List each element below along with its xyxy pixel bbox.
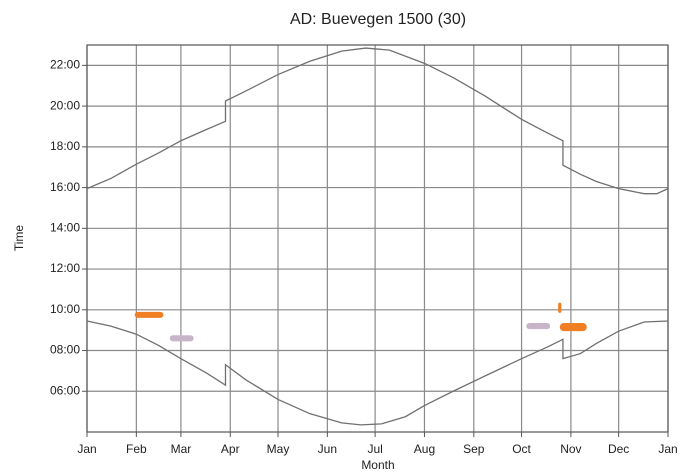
shadow-area bbox=[134, 311, 164, 318]
y-tick-label: 06:00 bbox=[50, 383, 80, 397]
y-tick-label: 10:00 bbox=[50, 302, 80, 316]
y-tick-label: 18:00 bbox=[50, 139, 80, 153]
y-tick-label: 12:00 bbox=[50, 261, 80, 275]
x-tick-label: Aug bbox=[414, 442, 435, 456]
y-tick-label: 16:00 bbox=[50, 180, 80, 194]
shadow-area bbox=[526, 323, 551, 330]
x-tick-label: Jan bbox=[77, 442, 96, 456]
line bbox=[86, 47, 669, 195]
x-tick-label: Nov bbox=[560, 442, 581, 456]
x-tick-label: Apr bbox=[221, 442, 240, 456]
x-tick-label: May bbox=[267, 442, 290, 456]
shadow-area bbox=[559, 323, 587, 332]
x-tick-label: Oct bbox=[512, 442, 531, 456]
line bbox=[86, 320, 669, 426]
y-tick-label: 22:00 bbox=[50, 58, 80, 72]
x-tick-label: Mar bbox=[171, 442, 192, 456]
y-tick-label: 14:00 bbox=[50, 220, 80, 234]
x-tick-label: Sep bbox=[463, 442, 485, 456]
plot-frame bbox=[86, 44, 669, 433]
x-tick-label: Jun bbox=[318, 442, 337, 456]
shadow-area bbox=[169, 335, 194, 342]
y-axis-label: Time bbox=[12, 225, 26, 252]
y-tick-label: 20:00 bbox=[50, 98, 80, 112]
x-tick-label: Jan bbox=[658, 442, 677, 456]
x-tick-label: Dec bbox=[608, 442, 629, 456]
x-axis-label: Month bbox=[361, 458, 394, 472]
shadow-area bbox=[558, 302, 562, 313]
chart-title: AD: Buevegen 1500 (30) bbox=[290, 11, 466, 28]
x-tick-label: Jul bbox=[367, 442, 382, 456]
x-tick-label: Feb bbox=[126, 442, 147, 456]
y-tick-label: 08:00 bbox=[50, 343, 80, 357]
